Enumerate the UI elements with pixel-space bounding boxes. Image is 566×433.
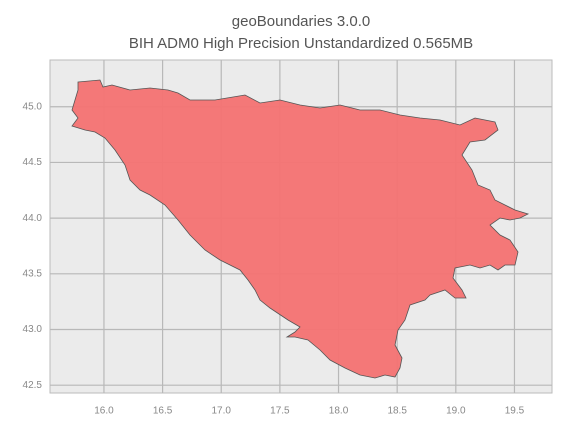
- x-tick-label: 18.5: [387, 406, 407, 417]
- x-tick-label: 16.0: [94, 406, 114, 417]
- y-tick-label: 45.0: [23, 101, 43, 112]
- y-tick-label: 43.0: [23, 324, 43, 335]
- y-tick-label: 43.5: [23, 268, 43, 279]
- x-tick-label: 19.0: [446, 406, 466, 417]
- x-tick-label: 19.5: [505, 406, 525, 417]
- x-tick-label: 17.5: [270, 406, 290, 417]
- y-tick-label: 42.5: [23, 380, 43, 391]
- subtitle: BIH ADM0 High Precision Unstandardized 0…: [129, 35, 473, 52]
- y-tick-label: 44.0: [23, 213, 43, 224]
- country-outline: [71, 79, 530, 379]
- x-tick-label: 18.0: [329, 406, 349, 417]
- y-tick-label: 44.5: [23, 157, 43, 168]
- title: geoBoundaries 3.0.0: [232, 13, 370, 30]
- x-tick-label: 16.5: [153, 406, 173, 417]
- x-tick-label: 17.0: [212, 406, 232, 417]
